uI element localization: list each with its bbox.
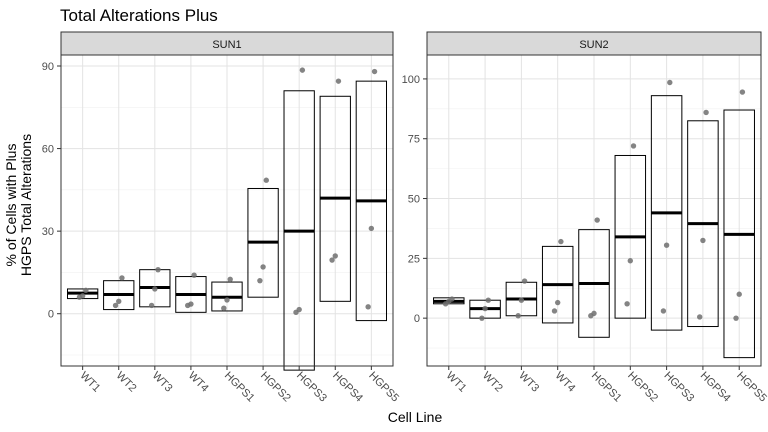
x-tick-label-wt2: WT2 [114, 370, 139, 395]
x-tick-label-hgps2: HGPS2 [625, 370, 660, 405]
point-wt3 [155, 266, 161, 273]
y-tick-label: 25 [408, 253, 420, 265]
facet-strip [60, 31, 394, 56]
point-hgps3 [667, 79, 673, 86]
point-hgps4 [700, 237, 706, 244]
point-hgps4 [329, 257, 335, 263]
point-wt2 [119, 275, 125, 281]
x-axis-label: Cell Line [388, 409, 443, 425]
point-wt4 [558, 238, 564, 245]
x-tick-label-hgps1: HGPS1 [589, 370, 624, 405]
x-tick-label-hgps5: HGPS5 [734, 370, 768, 405]
point-hgps2 [630, 143, 637, 149]
facet-strip-label: SUN1 [212, 39, 241, 51]
point-hgps3 [299, 67, 306, 73]
x-tick-label-hgps4: HGPS4 [698, 370, 733, 405]
point-wt2 [116, 298, 122, 305]
point-wt4 [551, 308, 558, 314]
y-tick-label: 100 [402, 74, 420, 86]
x-tick-label-hgps3: HGPS3 [661, 370, 696, 405]
point-wt3 [515, 313, 521, 319]
point-hgps2 [257, 277, 263, 284]
point-hgps2 [624, 301, 630, 307]
point-wt2 [112, 302, 119, 309]
y-tick-label: 0 [414, 313, 420, 325]
point-hgps1 [594, 217, 600, 223]
point-wt2 [479, 315, 485, 321]
x-tick-label-wt1: WT1 [444, 370, 469, 395]
point-hgps4 [697, 314, 703, 320]
point-hgps2 [627, 258, 634, 264]
point-wt4 [188, 301, 194, 307]
point-wt3 [518, 297, 525, 303]
chart-title: Total Alterations Plus [60, 6, 218, 25]
y-tick-label: 90 [42, 61, 54, 73]
point-hgps4 [703, 109, 709, 116]
point-wt1 [79, 293, 86, 299]
point-hgps5 [365, 304, 371, 310]
x-tick-label-wt4: WT4 [186, 370, 211, 395]
point-hgps4 [332, 253, 338, 259]
x-tick-label-wt3: WT3 [150, 370, 175, 395]
point-hgps1 [224, 297, 230, 303]
y-tick-label: 0 [48, 309, 54, 321]
point-wt4 [191, 272, 197, 278]
y-tick-label: 60 [42, 144, 54, 156]
x-tick-label-wt1: WT1 [78, 370, 103, 395]
point-hgps4 [335, 78, 342, 84]
point-hgps5 [736, 291, 742, 297]
point-wt1 [449, 296, 455, 302]
point-hgps5 [368, 225, 375, 232]
point-hgps1 [591, 310, 597, 317]
point-hgps5 [733, 315, 739, 321]
x-tick-label-wt4: WT4 [553, 370, 578, 395]
point-wt4 [554, 299, 561, 306]
y-tick-label: 30 [42, 226, 54, 238]
facet-strip [426, 31, 762, 56]
point-wt2 [482, 305, 488, 312]
y-tick-label: 50 [408, 194, 420, 206]
point-hgps5 [371, 68, 378, 75]
x-tick-label-hgps2: HGPS2 [258, 370, 293, 405]
x-tick-label-hgps1: HGPS1 [222, 370, 257, 405]
x-tick-label-hgps3: HGPS3 [294, 370, 329, 405]
x-tick-label-hgps4: HGPS4 [330, 370, 365, 405]
facet-strip-label: SUN2 [579, 39, 608, 51]
point-hgps3 [660, 308, 667, 314]
point-hgps1 [227, 276, 233, 283]
point-hgps5 [739, 89, 746, 95]
point-wt2 [485, 297, 491, 303]
point-hgps3 [663, 242, 670, 248]
point-wt1 [83, 287, 89, 294]
y-tick-label: 75 [408, 134, 420, 146]
y-axis-label-line-1: % of Cells with Plus [3, 144, 19, 267]
y-axis-label-line-2: HGPS Total Alterations [18, 134, 34, 276]
point-wt3 [152, 286, 158, 292]
x-tick-label-hgps5: HGPS5 [366, 370, 401, 405]
x-tick-label-wt2: WT2 [480, 370, 505, 395]
point-wt3 [521, 278, 528, 284]
point-hgps2 [260, 264, 266, 270]
point-hgps2 [263, 177, 269, 183]
point-hgps3 [296, 306, 302, 313]
x-tick-label-wt3: WT3 [516, 370, 541, 395]
point-wt3 [148, 302, 155, 309]
point-hgps1 [221, 305, 227, 311]
